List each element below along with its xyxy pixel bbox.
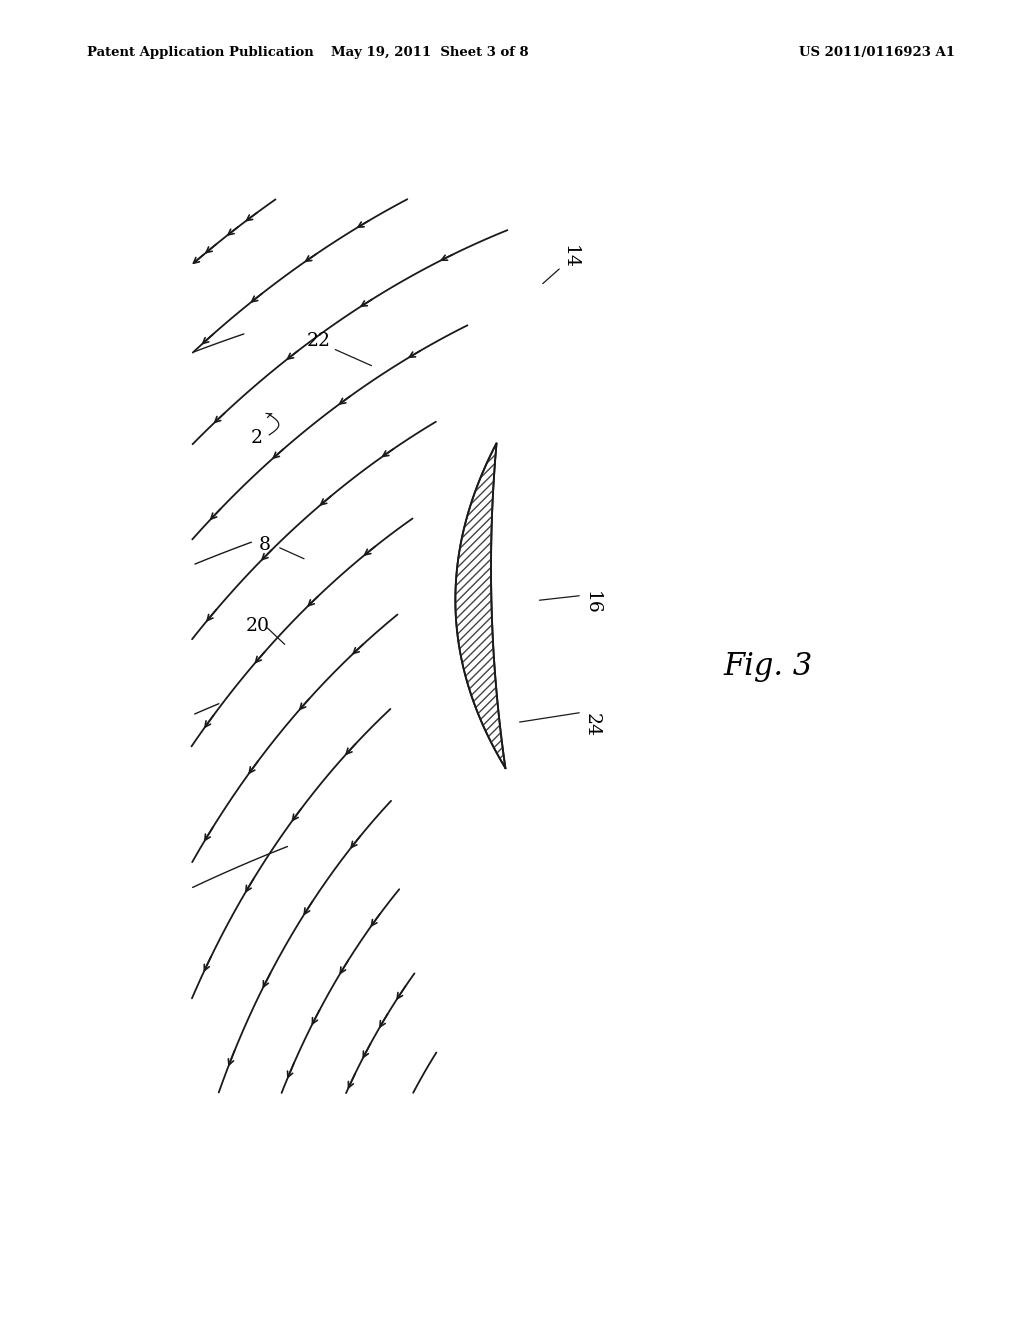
Text: Fig. 3: Fig. 3 <box>723 651 812 682</box>
Text: 14: 14 <box>560 246 579 269</box>
Text: 8: 8 <box>259 536 271 553</box>
Text: Patent Application Publication: Patent Application Publication <box>87 46 313 59</box>
Text: 24: 24 <box>583 713 601 737</box>
Text: US 2011/0116923 A1: US 2011/0116923 A1 <box>799 46 954 59</box>
Text: 22: 22 <box>306 333 331 350</box>
Polygon shape <box>456 444 506 768</box>
Text: 20: 20 <box>246 616 269 635</box>
Text: 2: 2 <box>251 429 263 447</box>
Text: May 19, 2011  Sheet 3 of 8: May 19, 2011 Sheet 3 of 8 <box>332 46 528 59</box>
Text: 16: 16 <box>583 591 601 615</box>
